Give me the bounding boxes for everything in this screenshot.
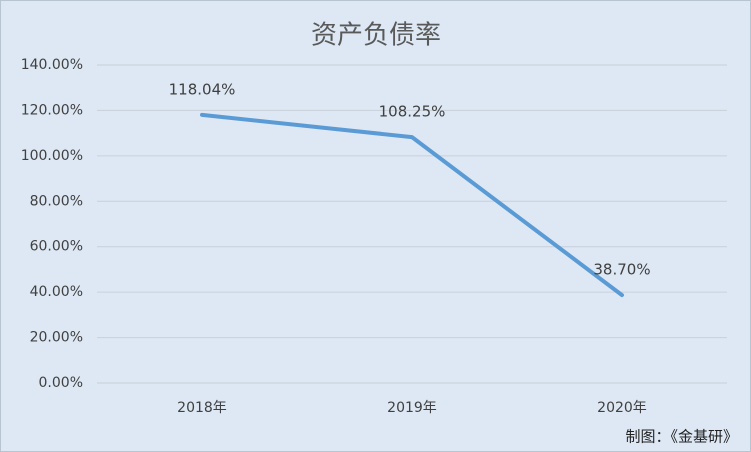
y-tick-label: 20.00% xyxy=(30,330,83,346)
data-label: 108.25% xyxy=(379,103,446,121)
annotation: 制图：《金基研》 xyxy=(625,428,738,446)
x-tick-label: 2020年 xyxy=(597,400,647,416)
y-tick-label: 140.00% xyxy=(21,57,83,73)
data-label: 118.04% xyxy=(169,80,236,98)
x-tick-label: 2018年 xyxy=(177,400,227,416)
y-tick-label: 60.00% xyxy=(30,239,83,255)
y-tick-label: 120.00% xyxy=(21,102,83,118)
x-tick-label: 2019年 xyxy=(387,400,437,416)
chart-title: 资产负债率 xyxy=(311,21,441,51)
y-tick-label: 0.00% xyxy=(39,375,83,391)
y-tick-label: 40.00% xyxy=(30,284,83,300)
y-tick-label: 100.00% xyxy=(21,148,83,164)
line xyxy=(200,112,624,298)
data-label: 38.70% xyxy=(593,261,650,279)
y-tick-label: 80.00% xyxy=(30,193,83,209)
